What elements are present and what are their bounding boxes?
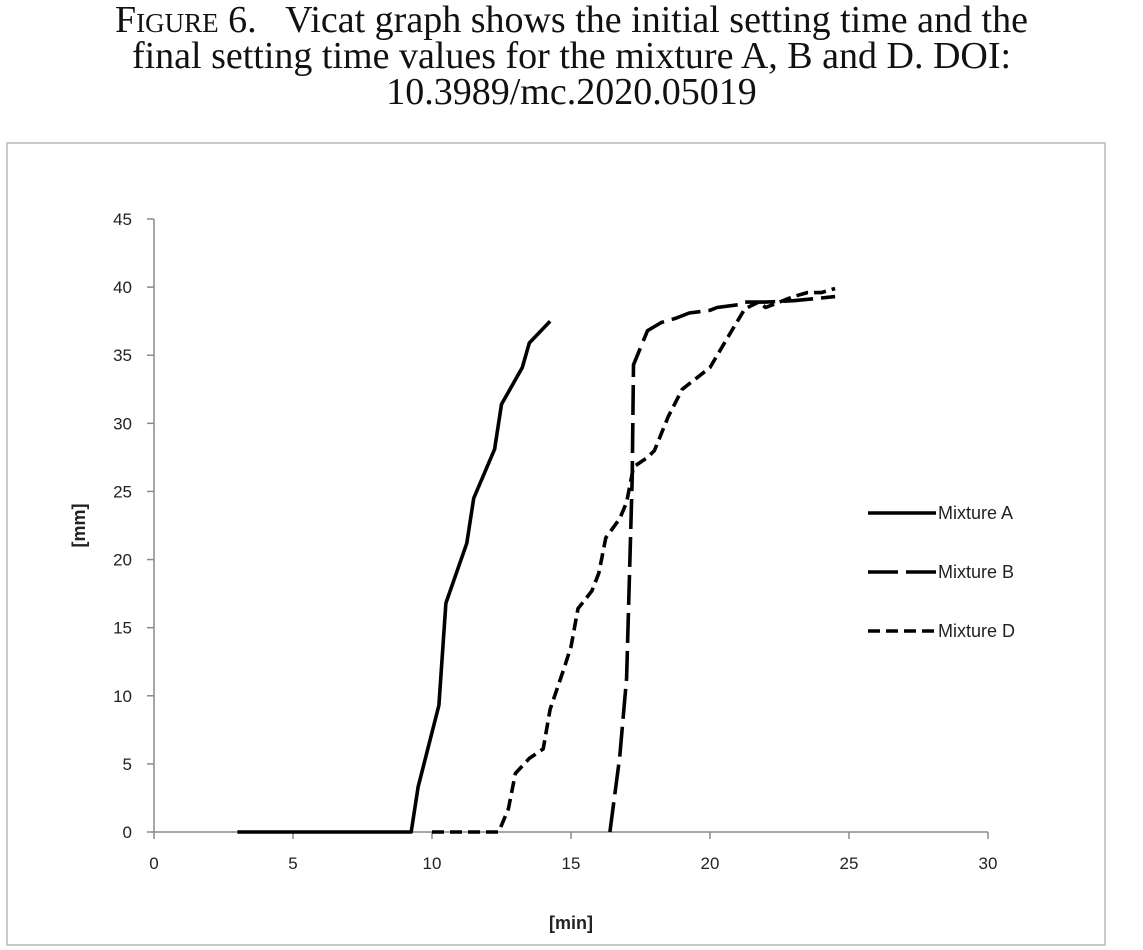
figure-label: Figure 6. — [115, 0, 257, 41]
y-tick-label: 0 — [123, 823, 132, 842]
y-tick-label: 5 — [123, 755, 132, 774]
y-tick-label: 15 — [113, 619, 132, 638]
series-group — [237, 286, 836, 834]
caption-text-1: Vicat graph shows the initial setting ti… — [285, 0, 1028, 41]
y-tick-label: 40 — [113, 278, 132, 297]
legend-label-mixture-b: Mixture B — [938, 562, 1014, 582]
chart-frame: 0 5 10 15 20 25 30 35 40 45 0 5 10 15 20 25 30 Mixture A… — [6, 142, 1106, 946]
vicat-chart: 0 5 10 15 20 25 30 35 40 45 0 5 10 15 20 25 30 Mixture A… — [69, 210, 1015, 933]
x-tick-label: 25 — [840, 854, 859, 873]
legend-label-mixture-d: Mixture D — [938, 621, 1015, 641]
series-line-mixture-d — [432, 286, 836, 834]
x-axis-title: [min] — [549, 913, 593, 933]
legend: Mixture A Mixture B Mixture D — [868, 503, 1015, 641]
y-tick-label: 35 — [113, 346, 132, 365]
y-tick-label: 10 — [113, 687, 132, 706]
axes: 0 5 10 15 20 25 30 35 40 45 0 5 10 15 20 25 30 — [113, 210, 997, 873]
caption-line-2: final setting time values for the mixtur… — [131, 35, 1012, 77]
caption-line-3: 10.3989/mc.2020.05019 — [386, 71, 757, 113]
y-tick-label: 20 — [113, 551, 132, 570]
x-tick-label: 15 — [562, 854, 581, 873]
series-line-mixture-b — [608, 294, 836, 833]
x-tick-label: 20 — [701, 854, 720, 873]
x-tick-label: 0 — [149, 854, 158, 873]
y-tick-label: 30 — [113, 414, 132, 433]
y-tick-label: 45 — [113, 210, 132, 229]
x-tick-label: 30 — [979, 854, 998, 873]
series-line-mixture-a — [237, 319, 552, 834]
x-tick-label: 10 — [423, 854, 442, 873]
x-tick-label: 5 — [288, 854, 297, 873]
y-axis-title: [mm] — [69, 504, 89, 548]
legend-label-mixture-a: Mixture A — [938, 503, 1013, 523]
caption-line-1: Figure 6. Vicat graph shows the initial … — [0, 1, 1143, 39]
y-tick-label: 25 — [113, 482, 132, 501]
